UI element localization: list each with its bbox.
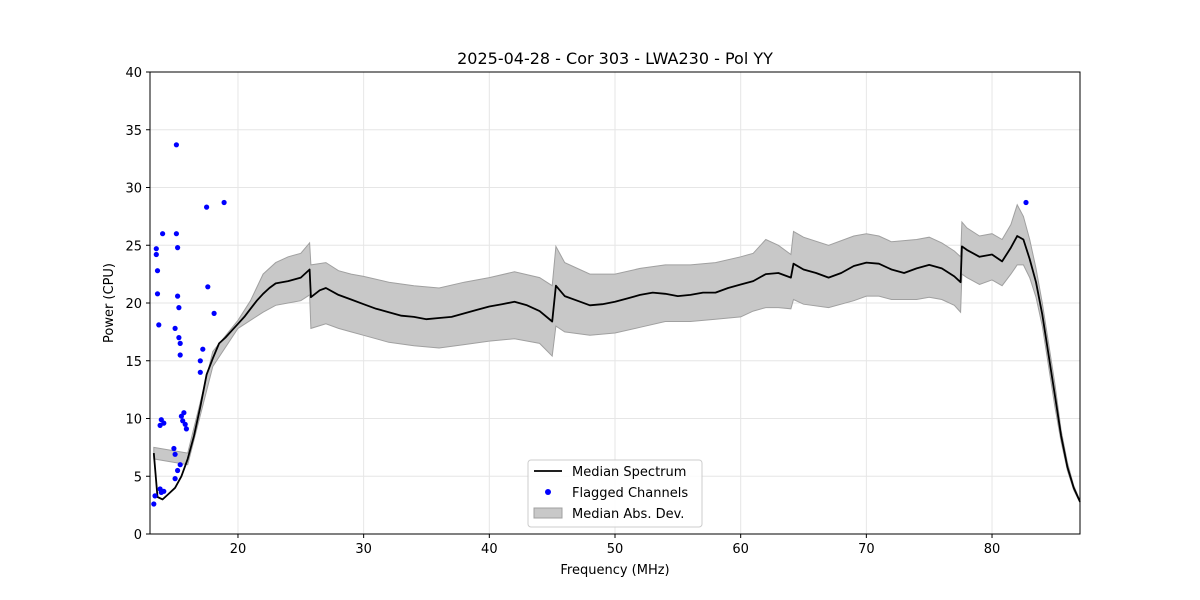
flagged-point xyxy=(182,421,188,427)
y-tick-label: 25 xyxy=(125,239,142,254)
y-tick-label: 10 xyxy=(125,413,142,428)
y-axis-label: Power (CPU) xyxy=(102,263,117,343)
flagged-point xyxy=(154,291,161,297)
flagged-point xyxy=(175,245,181,251)
flagged-point xyxy=(154,268,161,274)
flagged-point xyxy=(171,445,177,452)
flagged-point xyxy=(204,204,210,210)
flagged-channels xyxy=(151,142,1029,507)
y-tick-label: 40 xyxy=(125,66,142,81)
flagged-point xyxy=(173,142,179,148)
x-tick-label: 40 xyxy=(481,542,498,557)
legend-band-swatch xyxy=(533,507,563,519)
flagged-point xyxy=(181,410,187,416)
flagged-point xyxy=(177,462,183,468)
flagged-point xyxy=(183,426,189,432)
flagged-point xyxy=(172,476,178,482)
median-spectrum-line xyxy=(152,235,1081,503)
flagged-point xyxy=(152,493,158,499)
x-tick-label: 80 xyxy=(984,542,1001,557)
x-tick-label: 30 xyxy=(355,542,372,557)
y-tick-label: 5 xyxy=(134,470,142,485)
legend-entry-mad: Median Abs. Dev. xyxy=(572,507,684,522)
flagged-point xyxy=(221,199,227,206)
flagged-point xyxy=(153,251,159,258)
flagged-point xyxy=(1023,199,1029,206)
flagged-point xyxy=(176,335,182,341)
x-tick-label: 70 xyxy=(858,542,875,557)
flagged-point xyxy=(175,467,181,474)
flagged-point xyxy=(176,305,182,311)
y-tick-label: 0 xyxy=(134,528,142,543)
flagged-point xyxy=(172,451,178,457)
legend-entry-flagged: Flagged Channels xyxy=(572,486,688,501)
y-tick-label: 20 xyxy=(125,297,142,312)
flagged-point xyxy=(172,325,178,331)
flagged-point xyxy=(173,231,179,237)
legend-dot-swatch xyxy=(545,489,551,495)
y-tick-label: 30 xyxy=(125,182,142,197)
legend: Median Spectrum Flagged Channels Median … xyxy=(527,459,703,528)
flagged-point xyxy=(161,488,167,494)
flagged-point xyxy=(197,358,203,364)
x-tick-label: 50 xyxy=(607,542,624,557)
x-tick-label: 60 xyxy=(732,542,749,557)
flagged-point xyxy=(200,346,206,352)
flagged-point xyxy=(175,293,181,299)
flagged-point xyxy=(156,322,162,328)
flagged-point xyxy=(160,231,166,237)
axis-ticks: 20 30 40 50 60 70 80 0 5 10 15 20 25 30 35 40 xyxy=(125,66,1000,557)
median-spectrum-path xyxy=(152,235,1081,503)
flagged-point xyxy=(153,246,159,252)
flagged-point xyxy=(197,369,203,375)
flagged-point xyxy=(211,310,217,316)
legend-box xyxy=(527,459,703,528)
chart-title: 2025-04-28 - Cor 303 - LWA230 - Pol YY xyxy=(457,49,773,68)
flagged-point xyxy=(205,284,211,290)
flagged-point xyxy=(177,340,183,346)
legend-entry-median: Median Spectrum xyxy=(572,465,686,480)
y-tick-label: 15 xyxy=(125,355,142,370)
flagged-point xyxy=(151,501,157,507)
x-tick-label: 20 xyxy=(230,542,247,557)
flagged-point xyxy=(161,420,167,426)
flagged-point xyxy=(177,352,183,358)
x-axis-label: Frequency (MHz) xyxy=(560,563,669,578)
y-tick-label: 35 xyxy=(125,124,142,139)
